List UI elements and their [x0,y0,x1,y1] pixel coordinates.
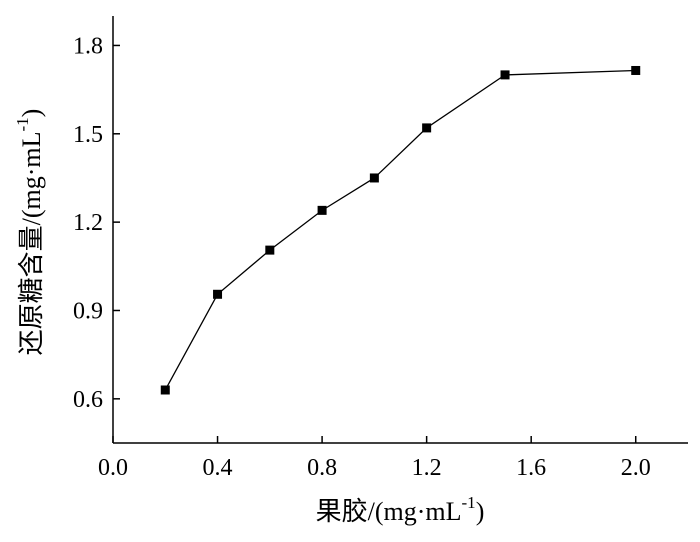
y-ticks: 0.6 0.9 1.2 1.5 1.8 [73,33,120,413]
data-series [160,65,641,395]
y-tick-label: 0.9 [73,298,103,324]
x-tick-label: 1.2 [412,455,442,481]
y-axis-title: 还原糖含量/(mg·mL-1) [13,109,46,356]
y-tick-label: 0.6 [73,387,103,413]
data-point [631,65,641,75]
x-tick-label: 0.4 [203,455,233,481]
data-point [422,123,432,133]
data-point [317,205,327,215]
data-point [265,245,275,255]
data-point [369,173,379,183]
plot-area [112,16,688,444]
data-point [160,385,170,395]
y-tick-label: 1.8 [73,33,103,59]
y-tick-label: 1.5 [73,122,103,148]
y-tick-label: 1.2 [73,210,103,236]
x-axis-title: 果胶/(mg·mL-1) [316,493,485,526]
x-tick-label: 0.8 [307,455,337,481]
x-ticks: 0.0 0.4 0.8 1.2 1.6 2.0 [98,436,651,481]
series-line [164,69,636,391]
x-tick-label: 2.0 [621,455,651,481]
data-point [500,70,510,80]
x-tick-label: 1.6 [516,455,546,481]
data-point [213,289,223,299]
x-tick-label: 0.0 [98,455,128,481]
